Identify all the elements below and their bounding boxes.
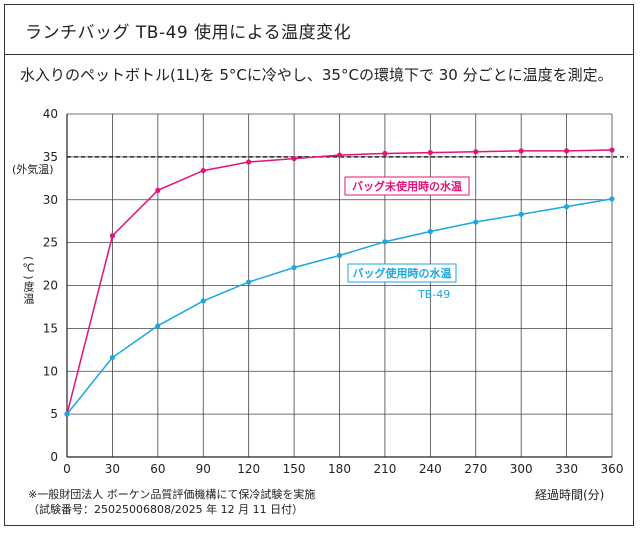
test-note: ※一般財団法人 ボーケン品質評価機構にて保冷試験を実施 <box>28 488 316 501</box>
x-tick-label: 330 <box>555 462 578 476</box>
series-2-point <box>609 196 615 202</box>
x-tick-label: 0 <box>63 462 71 476</box>
series-1-point <box>336 152 343 158</box>
x-tick-label: 180 <box>328 462 351 476</box>
y-tick-label: 35 <box>43 150 58 164</box>
y-tick-label: 25 <box>43 236 58 250</box>
series-1-point <box>427 149 433 156</box>
series-2-point <box>473 219 479 225</box>
series-2-point <box>336 252 343 259</box>
x-tick-label: 300 <box>510 462 533 476</box>
x-axis-label: 経過時間(分) <box>535 488 605 502</box>
chart-title: ランチバッグ TB-49 使用による温度変化 <box>25 23 352 43</box>
x-tick-label: 120 <box>237 462 260 476</box>
y-axis-label: (℃)度温 <box>22 256 35 305</box>
series-label-1: バッグ未使用時の水温 <box>352 179 462 193</box>
x-tick-label: 60 <box>150 462 165 476</box>
series-1-point <box>291 155 297 162</box>
series-label-box-1 <box>344 176 470 196</box>
series-2-point <box>200 298 206 304</box>
series-1-point <box>563 148 570 154</box>
y-tick-label: 30 <box>43 193 58 207</box>
header-bar: ランチバッグ TB-49 使用による温度変化 <box>5 5 633 55</box>
chart-subtitle: 水入りのペットボトル(1L)を 5°Cに冷やし、35°Cの環境下で 30 分ごと… <box>20 66 613 84</box>
series-2-point <box>427 228 433 235</box>
series-1-point <box>382 150 388 157</box>
y-tick-label: 20 <box>43 279 58 293</box>
series-1-point <box>609 147 615 153</box>
ambient-temp-label: (外気温) <box>12 162 54 176</box>
test-number-note: （試験番号：25025006808/2025 年 12 月 11 日付） <box>28 503 304 516</box>
series-2-point <box>246 279 252 285</box>
y-tick-label: 0 <box>50 450 58 464</box>
y-tick-label: 40 <box>43 107 58 121</box>
series-2-point <box>64 411 70 417</box>
series-1-point <box>155 187 161 193</box>
series-2-point <box>291 264 297 271</box>
series-label-2: バッグ使用時の水温 <box>353 266 452 280</box>
x-tick-label: 210 <box>373 462 396 476</box>
series-1-point <box>200 167 206 174</box>
y-tick-label: 5 <box>50 407 58 421</box>
series-1-point <box>246 159 252 165</box>
x-tick-label: 30 <box>105 462 120 476</box>
series-2-point <box>518 211 524 217</box>
series-label-box-2 <box>347 263 457 283</box>
chart-frame: ランチバッグ TB-49 使用による温度変化 <box>4 4 634 526</box>
series-sublabel: TB-49 <box>417 288 450 301</box>
x-tick-label: 240 <box>419 462 442 476</box>
x-tick-label: 270 <box>464 462 487 476</box>
series-2-point <box>109 354 116 361</box>
x-tick-label: 360 <box>601 462 624 476</box>
series-1-point <box>518 148 524 154</box>
y-tick-label: 10 <box>43 364 58 378</box>
series-1-point <box>109 233 116 239</box>
x-tick-label: 90 <box>196 462 211 476</box>
x-tick-label: 150 <box>283 462 306 476</box>
series-2-point <box>563 204 570 210</box>
y-tick-label: 15 <box>43 321 58 335</box>
series-2-point <box>382 239 388 245</box>
series-2-point <box>155 323 161 329</box>
series-1-point <box>473 149 479 155</box>
